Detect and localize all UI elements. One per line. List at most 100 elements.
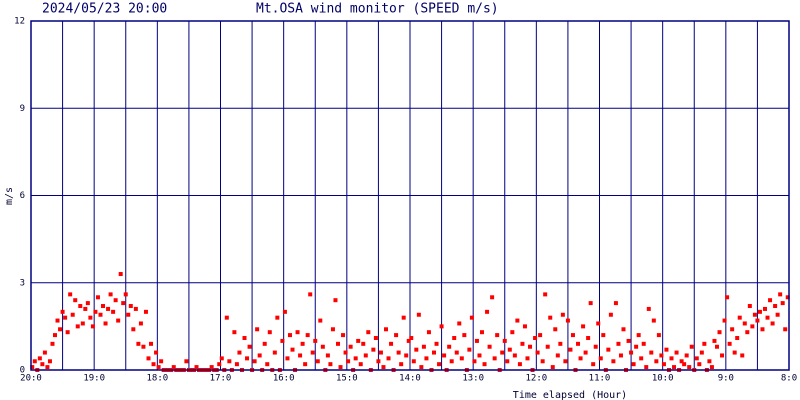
data-point <box>750 324 755 329</box>
data-point <box>151 362 156 367</box>
data-point <box>669 356 674 361</box>
data-point <box>457 321 462 326</box>
data-point <box>305 333 310 338</box>
data-point <box>209 365 214 370</box>
y-tick-label: 0 <box>20 366 25 376</box>
data-point <box>60 309 65 314</box>
data-point <box>485 309 490 314</box>
data-point <box>646 306 651 311</box>
data-point <box>88 315 93 320</box>
data-point <box>520 341 525 346</box>
data-point <box>426 330 431 335</box>
data-point <box>699 350 704 355</box>
y-tick-label: 6 <box>20 191 25 201</box>
data-point <box>679 359 684 364</box>
data-point <box>85 301 90 306</box>
x-tick-label: 14:0 <box>399 374 421 384</box>
data-point <box>146 356 151 361</box>
data-point <box>745 330 750 335</box>
data-point <box>42 350 47 355</box>
data-point <box>515 318 520 323</box>
data-point <box>232 330 237 335</box>
data-point <box>626 338 631 343</box>
data-point <box>740 353 745 358</box>
data-point <box>548 315 553 320</box>
data-point <box>636 333 641 338</box>
data-point <box>634 344 639 349</box>
data-point <box>416 312 421 317</box>
data-point <box>674 350 679 355</box>
data-point <box>255 327 260 332</box>
data-point <box>689 344 694 349</box>
data-point <box>106 306 111 311</box>
data-point <box>298 353 303 358</box>
data-point <box>591 362 596 367</box>
data-point <box>32 359 37 364</box>
data-point <box>722 318 727 323</box>
data-point <box>361 341 366 346</box>
data-point <box>414 347 419 352</box>
data-point <box>73 298 78 303</box>
data-point <box>543 292 548 297</box>
data-point <box>770 321 775 326</box>
data-point <box>353 356 358 361</box>
data-point <box>121 301 126 306</box>
data-point <box>578 356 583 361</box>
data-point <box>588 301 593 306</box>
data-point <box>348 344 353 349</box>
data-point <box>495 333 500 338</box>
data-point <box>540 359 545 364</box>
data-point <box>40 362 45 367</box>
x-tick-label: 18:0 <box>146 374 168 384</box>
data-point <box>725 295 730 300</box>
data-point <box>449 359 454 364</box>
data-point <box>596 321 601 326</box>
data-point <box>50 341 55 346</box>
data-point <box>684 353 689 358</box>
data-point <box>78 304 83 309</box>
data-point <box>252 359 257 364</box>
data-point <box>90 324 95 329</box>
data-point <box>618 353 623 358</box>
data-point <box>389 341 394 346</box>
x-tick-label: 19:0 <box>83 374 105 384</box>
data-point <box>63 315 68 320</box>
data-point <box>672 365 677 370</box>
x-tick-label: 12:0 <box>525 374 547 384</box>
data-point <box>593 344 598 349</box>
data-point <box>583 350 588 355</box>
data-point <box>775 312 780 317</box>
data-point <box>159 359 164 364</box>
data-point <box>275 315 280 320</box>
data-point <box>287 333 292 338</box>
data-point <box>560 312 565 317</box>
data-point <box>310 350 315 355</box>
data-point <box>394 333 399 338</box>
x-tick-label: 15:0 <box>336 374 358 384</box>
data-point <box>138 321 143 326</box>
y-axis-label: m/s <box>4 187 15 205</box>
data-point <box>651 318 656 323</box>
x-tick-label: 13:0 <box>462 374 484 384</box>
data-point <box>507 347 512 352</box>
data-point <box>227 359 232 364</box>
data-point <box>83 306 88 311</box>
data-point <box>58 327 63 332</box>
data-point <box>712 338 717 343</box>
data-point <box>95 295 100 300</box>
data-point <box>447 344 452 349</box>
data-point <box>707 359 712 364</box>
data-point <box>396 350 401 355</box>
data-point <box>383 327 388 332</box>
data-point <box>472 359 477 364</box>
data-point <box>401 315 406 320</box>
data-point <box>778 292 783 297</box>
data-point <box>732 350 737 355</box>
data-point <box>70 312 75 317</box>
data-point <box>773 304 778 309</box>
data-point <box>659 353 664 358</box>
data-point <box>522 324 527 329</box>
data-point <box>93 309 98 314</box>
data-point <box>641 341 646 346</box>
data-point <box>629 350 634 355</box>
